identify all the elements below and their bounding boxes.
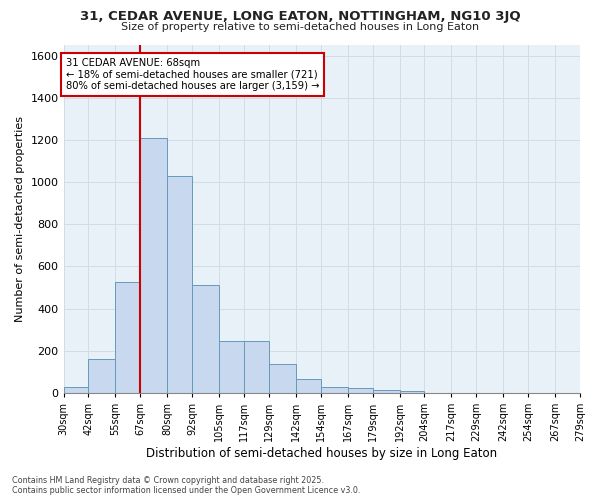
Y-axis label: Number of semi-detached properties: Number of semi-detached properties [15,116,25,322]
Bar [269,364,296,393]
Bar [64,386,88,393]
Bar [167,176,192,393]
Text: Contains HM Land Registry data © Crown copyright and database right 2025.
Contai: Contains HM Land Registry data © Crown c… [12,476,361,495]
Bar [219,342,244,393]
Text: Size of property relative to semi-detached houses in Long Eaton: Size of property relative to semi-detach… [121,22,479,32]
Bar [373,390,400,393]
Bar [244,342,269,393]
Bar [140,138,167,393]
Bar [296,380,321,393]
Bar [115,282,140,393]
Text: 31, CEDAR AVENUE, LONG EATON, NOTTINGHAM, NG10 3JQ: 31, CEDAR AVENUE, LONG EATON, NOTTINGHAM… [80,10,520,23]
Bar [88,360,115,393]
Bar [400,391,424,393]
Text: 31 CEDAR AVENUE: 68sqm
← 18% of semi-detached houses are smaller (721)
80% of se: 31 CEDAR AVENUE: 68sqm ← 18% of semi-det… [65,58,319,91]
Bar [321,386,347,393]
X-axis label: Distribution of semi-detached houses by size in Long Eaton: Distribution of semi-detached houses by … [146,447,497,460]
Bar [347,388,373,393]
Bar [192,286,219,393]
